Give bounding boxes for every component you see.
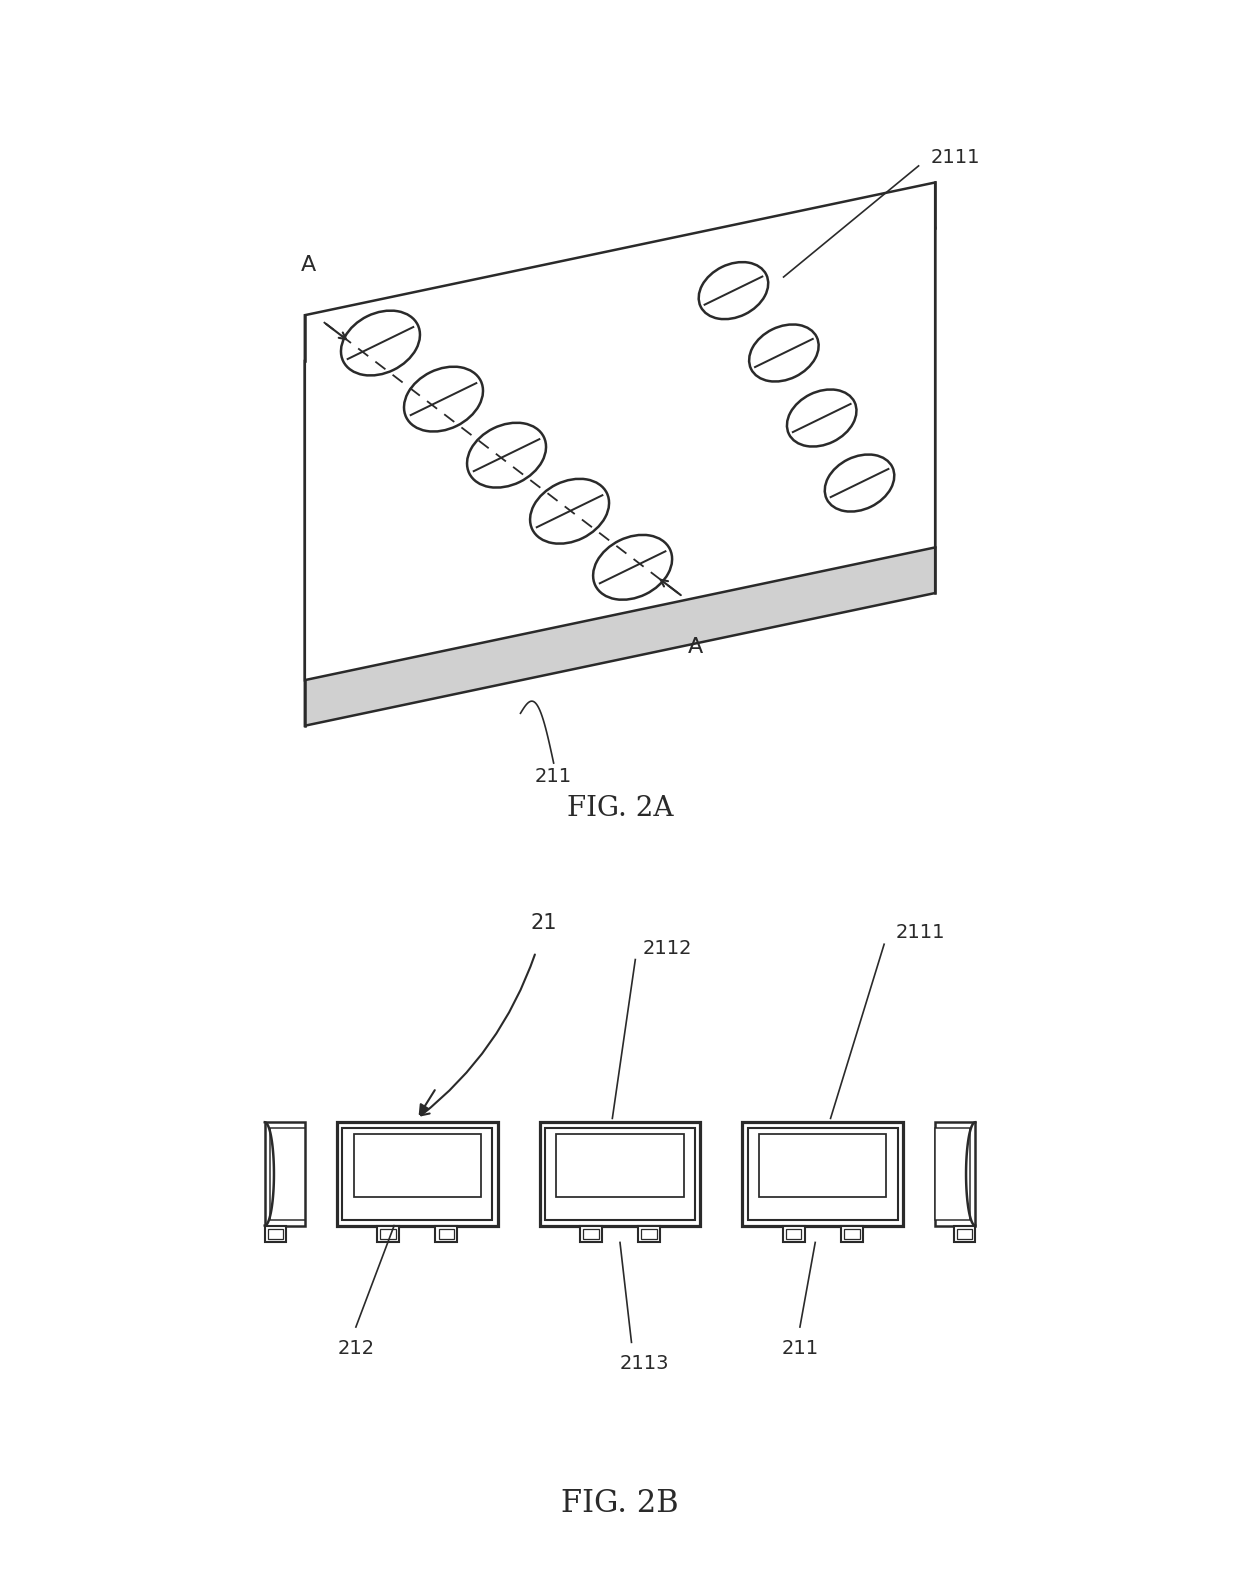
Ellipse shape xyxy=(593,534,672,600)
Text: A: A xyxy=(688,636,703,657)
Ellipse shape xyxy=(529,478,609,544)
Bar xyxy=(954,1225,975,1243)
Bar xyxy=(342,1128,492,1220)
Bar xyxy=(381,1228,396,1239)
Polygon shape xyxy=(305,228,935,726)
Ellipse shape xyxy=(404,367,484,432)
Bar xyxy=(759,1134,887,1196)
Bar xyxy=(557,1134,683,1196)
Ellipse shape xyxy=(698,262,769,319)
Bar xyxy=(353,1134,481,1196)
Text: 2113: 2113 xyxy=(620,1354,670,1373)
Ellipse shape xyxy=(825,455,894,512)
Bar xyxy=(337,1123,497,1225)
Bar xyxy=(639,1225,660,1243)
Text: FIG. 2A: FIG. 2A xyxy=(567,796,673,821)
Bar xyxy=(935,1128,970,1220)
Bar xyxy=(935,1123,975,1225)
Ellipse shape xyxy=(749,324,818,381)
Bar xyxy=(265,1123,305,1225)
Bar xyxy=(748,1128,898,1220)
Bar xyxy=(583,1228,599,1239)
Text: 211: 211 xyxy=(781,1338,818,1357)
Text: 2111: 2111 xyxy=(895,924,945,943)
Bar xyxy=(957,1228,972,1239)
Bar xyxy=(844,1228,859,1239)
Text: 211: 211 xyxy=(536,767,572,786)
Bar xyxy=(539,1123,701,1225)
Text: 2112: 2112 xyxy=(644,938,692,957)
Text: 21: 21 xyxy=(531,912,557,933)
Bar xyxy=(435,1225,456,1243)
Text: 2111: 2111 xyxy=(931,148,981,167)
Ellipse shape xyxy=(341,311,420,375)
Polygon shape xyxy=(305,182,935,679)
Bar xyxy=(786,1228,801,1239)
Bar xyxy=(544,1128,696,1220)
Ellipse shape xyxy=(787,389,857,447)
Text: FIG. 2B: FIG. 2B xyxy=(562,1488,678,1518)
Text: A: A xyxy=(300,255,316,276)
Bar xyxy=(743,1123,903,1225)
Ellipse shape xyxy=(467,423,546,488)
Bar xyxy=(270,1128,305,1220)
Bar xyxy=(439,1228,454,1239)
Bar xyxy=(784,1225,805,1243)
Bar xyxy=(268,1228,283,1239)
Bar xyxy=(580,1225,601,1243)
Bar xyxy=(265,1225,286,1243)
Bar xyxy=(377,1225,399,1243)
Text: 212: 212 xyxy=(337,1338,374,1357)
Bar xyxy=(841,1225,863,1243)
Bar xyxy=(641,1228,657,1239)
